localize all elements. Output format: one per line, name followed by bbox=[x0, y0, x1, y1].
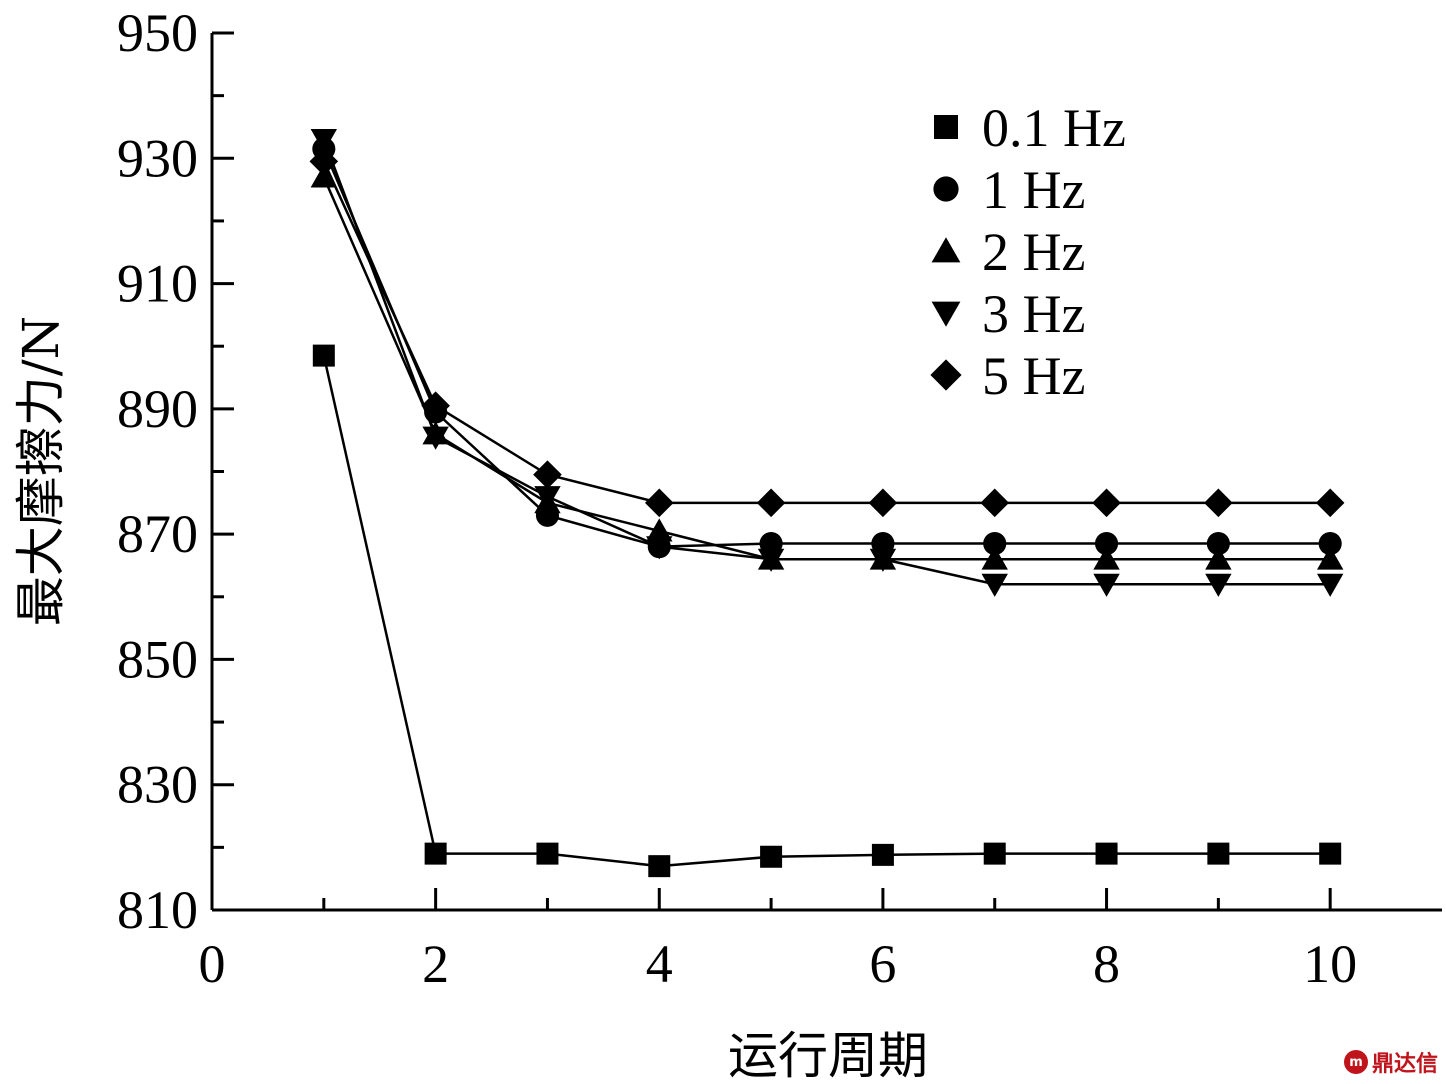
y-tick-label: 890 bbox=[117, 379, 198, 439]
data-point bbox=[1205, 573, 1232, 597]
legend-marker bbox=[931, 237, 961, 263]
chart-legend: 0.1 Hz1 Hz2 Hz3 Hz5 Hz bbox=[930, 98, 1126, 406]
data-point bbox=[424, 842, 447, 865]
x-tick-label: 6 bbox=[869, 934, 896, 994]
data-point bbox=[310, 164, 338, 188]
x-tick-label: 0 bbox=[199, 934, 226, 994]
x-tick-label: 8 bbox=[1093, 934, 1120, 994]
watermark-logo-icon: m bbox=[1343, 1050, 1368, 1074]
x-tick-label: 4 bbox=[646, 934, 673, 994]
data-point bbox=[871, 843, 894, 866]
series-line bbox=[322, 148, 1331, 548]
data-point bbox=[644, 488, 674, 518]
series-line bbox=[322, 139, 1331, 586]
x-tick-label: 2 bbox=[422, 934, 449, 994]
y-tick-label: 830 bbox=[117, 755, 198, 815]
data-point bbox=[310, 129, 338, 153]
data-point bbox=[312, 344, 335, 367]
y-axis-title: 最大摩擦力/N bbox=[12, 316, 70, 627]
data-point bbox=[869, 548, 897, 572]
data-point bbox=[422, 426, 449, 450]
y-tick-label: 870 bbox=[117, 504, 198, 564]
series-line bbox=[322, 355, 1331, 868]
data-point bbox=[1204, 488, 1233, 518]
data-point bbox=[1206, 531, 1230, 556]
data-point bbox=[1093, 573, 1120, 597]
series-line bbox=[322, 160, 1331, 505]
legend-marker bbox=[930, 359, 962, 391]
data-point bbox=[1093, 546, 1120, 570]
data-point bbox=[648, 855, 671, 878]
legend-label: 5 Hz bbox=[982, 346, 1085, 406]
legend-label: 2 Hz bbox=[982, 222, 1085, 282]
data-point bbox=[533, 460, 562, 489]
data-point bbox=[756, 488, 786, 518]
data-point bbox=[1316, 573, 1344, 597]
data-point bbox=[980, 488, 1010, 518]
data-point bbox=[760, 845, 783, 868]
data-point bbox=[309, 147, 339, 176]
data-point bbox=[646, 518, 673, 542]
data-point bbox=[1315, 488, 1345, 518]
legend-label: 0.1 Hz bbox=[982, 98, 1126, 158]
x-axis-title: 运行周期 bbox=[728, 1027, 928, 1084]
series-lines bbox=[322, 139, 1331, 868]
y-tick-label: 810 bbox=[117, 880, 198, 940]
legend-marker bbox=[931, 301, 961, 327]
data-point bbox=[983, 842, 1006, 865]
legend-label: 3 Hz bbox=[982, 284, 1085, 344]
data-point bbox=[1316, 546, 1344, 570]
data-point bbox=[1207, 842, 1230, 865]
watermark: m 鼎达信 bbox=[1343, 1046, 1438, 1078]
data-point bbox=[646, 536, 673, 560]
data-point bbox=[1318, 531, 1342, 556]
watermark-text: 鼎达信 bbox=[1371, 1052, 1438, 1077]
data-point bbox=[421, 391, 450, 421]
data-point bbox=[1094, 531, 1119, 556]
data-point bbox=[534, 486, 561, 510]
y-tick-label: 950 bbox=[117, 3, 198, 63]
data-point bbox=[1319, 842, 1342, 865]
series-markers bbox=[309, 129, 1345, 878]
y-tick-label: 930 bbox=[117, 128, 198, 188]
y-tick-label: 850 bbox=[117, 629, 198, 689]
legend-marker bbox=[934, 115, 958, 139]
data-point bbox=[981, 573, 1008, 597]
data-point bbox=[981, 546, 1008, 570]
data-point bbox=[536, 842, 559, 865]
data-point bbox=[868, 488, 898, 518]
data-point bbox=[1205, 546, 1232, 570]
data-point bbox=[757, 548, 785, 572]
legend-label: 1 Hz bbox=[982, 160, 1085, 220]
legend-marker bbox=[933, 176, 959, 202]
data-point bbox=[983, 531, 1007, 556]
y-tick-label: 910 bbox=[117, 254, 198, 314]
data-point bbox=[1092, 488, 1121, 518]
data-point bbox=[1095, 842, 1118, 865]
x-tick-label: 10 bbox=[1303, 934, 1357, 994]
